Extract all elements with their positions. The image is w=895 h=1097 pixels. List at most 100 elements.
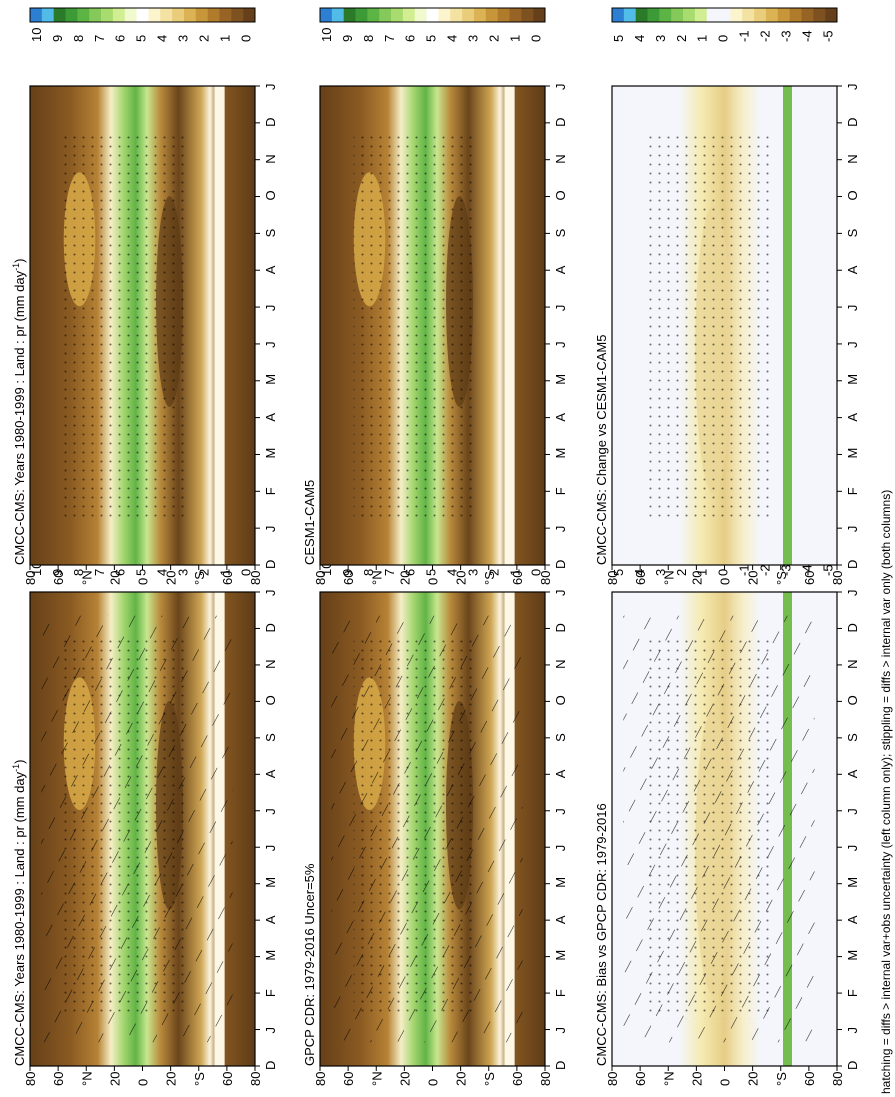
colorbar-swatch <box>612 8 625 22</box>
colorbar-swatch <box>825 8 838 22</box>
precip-band <box>504 86 515 565</box>
lat-tick-label: °N <box>661 570 676 585</box>
colorbar-tick-label: 2 <box>674 569 689 576</box>
month-tick-label: M <box>553 448 568 459</box>
lat-tick-label: 80 <box>830 1072 845 1086</box>
colorbar-tick-label: 3 <box>653 569 668 576</box>
colorbar-swatch <box>101 8 114 22</box>
colorbar-swatch <box>391 8 404 22</box>
precip-band <box>214 86 225 565</box>
month-tick-label: J <box>845 341 860 348</box>
panels-layer: 80 60 °N 20 0 20 °S 60 80DJFMAMJJASONDJCMCC-CMS:… <box>11 7 860 1086</box>
colorbar-swatch <box>41 8 54 22</box>
month-tick-label: M <box>263 374 278 385</box>
lat-tick-label: °N <box>661 1071 676 1086</box>
month-tick-label: A <box>263 915 278 924</box>
colorbar-swatch <box>497 8 510 22</box>
lat-tick-label: °N <box>79 570 94 585</box>
colorbar-swatch <box>777 8 790 22</box>
colorbar-swatch <box>623 8 636 22</box>
month-tick-label: J <box>263 84 278 91</box>
colorbar-swatch <box>112 8 126 22</box>
lat-tick-label: 0 <box>426 578 441 585</box>
lat-tick-label: 20 <box>454 1072 469 1086</box>
month-tick-label: N <box>263 154 278 163</box>
colorbar-swatch <box>509 8 522 22</box>
colorbar-tick-label: 3 <box>175 35 190 42</box>
colorbar-tick-label: 0 <box>716 569 731 576</box>
colorbar-tick-label: 10 <box>29 28 44 42</box>
colorbar-tick-label: 7 <box>382 569 397 576</box>
month-tick-label: M <box>845 374 860 385</box>
lat-tick-label: °S <box>482 1072 497 1086</box>
lat-tick-label: 20 <box>746 1072 761 1086</box>
month-tick-label: D <box>845 560 860 569</box>
month-tick-label: A <box>263 413 278 422</box>
colorbar-tick-label: 5 <box>611 35 626 42</box>
lat-tick-label: 80 <box>248 1072 263 1086</box>
month-tick-label: M <box>553 877 568 888</box>
month-tick-label: J <box>553 845 568 852</box>
month-tick-label: O <box>845 695 860 705</box>
colorbar-tick-label: 3 <box>465 35 480 42</box>
panel-title: CMCC-CMS: Years 1980-1999 : Land : pr (m… <box>11 259 27 565</box>
colorbar-tick-label: 4 <box>445 569 460 576</box>
month-tick-label: D <box>553 560 568 569</box>
lat-tick-label: 20 <box>397 1072 412 1086</box>
colorbar-tick-label: 0 <box>238 35 253 42</box>
colorbar-tick-label: -3 <box>778 30 793 42</box>
colorbar-tick-label: 3 <box>653 35 668 42</box>
colorbar-swatch <box>65 8 78 22</box>
lat-tick-label: 60 <box>510 571 525 585</box>
month-tick-label: M <box>845 448 860 459</box>
colorbar-swatch <box>801 8 814 22</box>
month-tick-label: J <box>845 526 860 533</box>
lat-tick-label: 0 <box>718 578 733 585</box>
month-tick-label: J <box>553 808 568 815</box>
stippling-overlay <box>353 133 478 518</box>
colorbar-frame <box>29 7 256 23</box>
lat-tick-label: 60 <box>341 571 356 585</box>
lat-tick-label: 20 <box>689 571 704 585</box>
colorbar-swatch <box>533 8 546 22</box>
colorbar-swatch <box>207 8 220 22</box>
colorbar-tick-label: -2 <box>757 30 772 42</box>
colorbar-swatch <box>89 8 102 22</box>
month-tick-label: J <box>263 845 278 852</box>
colorbar-swatch <box>635 8 648 22</box>
month-tick-label: N <box>553 660 568 669</box>
month-tick-label: J <box>263 1027 278 1034</box>
month-tick-label: N <box>263 660 278 669</box>
month-tick-label: J <box>553 84 568 91</box>
month-tick-label: O <box>553 695 568 705</box>
month-tick-label: D <box>263 560 278 569</box>
panel-title: CMCC-CMS: Change vs CESM1-CAM5 <box>594 335 609 565</box>
colorbar-swatch <box>521 8 534 22</box>
colorbar-swatch <box>367 8 380 22</box>
stippling-overlay <box>63 639 188 1019</box>
colorbar-swatch <box>183 8 197 22</box>
lat-tick-label: 80 <box>605 571 620 585</box>
colorbar-swatch <box>53 8 66 22</box>
month-tick-label: A <box>845 769 860 778</box>
colorbar-tick-label: 4 <box>155 35 170 42</box>
colorbar-swatch <box>231 8 244 22</box>
lat-tick-label: 0 <box>426 1079 441 1086</box>
panel-left_bot: 80 60 °N 20 0 20 °S 60 80DJFMAMJJASONDJCMCC-CMS:… <box>594 541 860 1086</box>
month-tick-label: N <box>845 660 860 669</box>
colorbar-swatch <box>136 8 149 22</box>
lat-tick-label: 60 <box>802 1072 817 1086</box>
month-tick-label: D <box>263 623 278 632</box>
month-tick-label: A <box>845 265 860 274</box>
colorbar-tick-label: 6 <box>113 569 128 576</box>
colorbar-swatch <box>718 8 731 22</box>
colorbar-tick-label: 5 <box>424 569 439 576</box>
colorbar-tick-label: 2 <box>196 35 211 42</box>
panel-title: CMCC-CMS: Years 1980-1999 : Land : pr (m… <box>11 760 27 1066</box>
colorbar-tick-label: 6 <box>113 35 128 42</box>
month-tick-label: A <box>263 769 278 778</box>
colorbar-tick-label: -2 <box>757 564 772 576</box>
panel-title-tail: ) <box>12 259 27 263</box>
lat-tick-label: 80 <box>313 571 328 585</box>
colorbar-tick-label: 4 <box>445 35 460 42</box>
